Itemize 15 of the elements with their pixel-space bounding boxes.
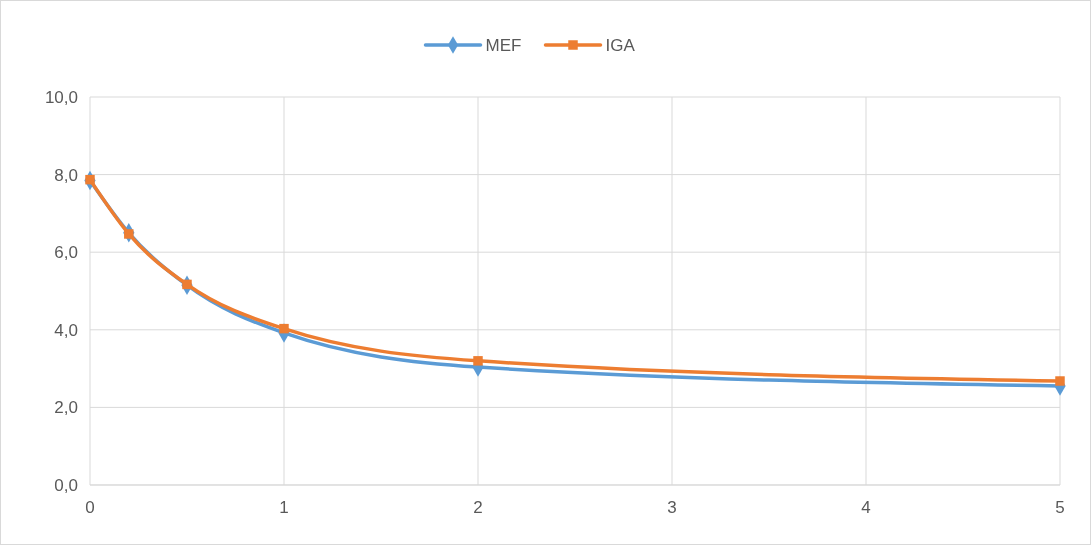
legend-label: MEF (485, 35, 522, 55)
x-tick-label: 5 (1055, 498, 1065, 517)
x-tick-label: 1 (279, 498, 289, 517)
x-tick-label: 4 (861, 498, 871, 517)
x-tick-label: 2 (473, 498, 483, 517)
y-tick-label: 10,0 (44, 87, 78, 107)
x-tick-label: 3 (667, 498, 677, 517)
y-tick-label: 8,0 (54, 165, 78, 185)
y-tick-label: 6,0 (54, 243, 78, 263)
y-tick-label: 0,0 (54, 475, 78, 495)
legend-label: IGA (605, 35, 636, 55)
y-tick-label: 2,0 (54, 398, 78, 418)
x-tick-label: 0 (85, 498, 95, 517)
y-tick-label: 4,0 (54, 320, 78, 340)
point (473, 356, 483, 366)
